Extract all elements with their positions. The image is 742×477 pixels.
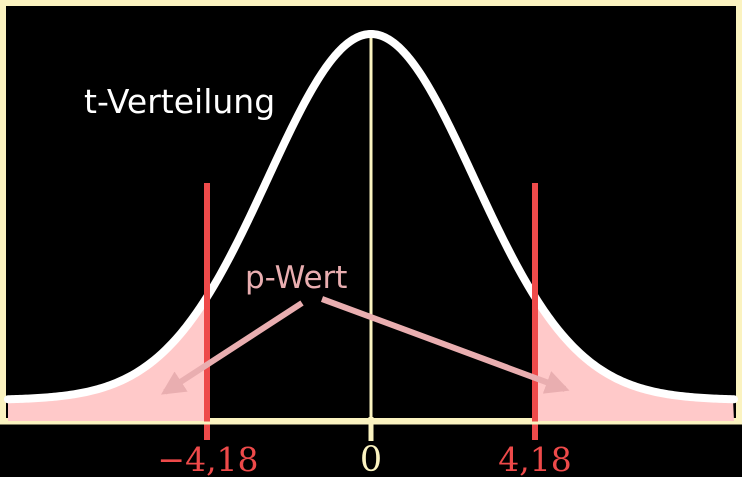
right-tail-area	[535, 296, 734, 421]
left-tail-area	[8, 298, 207, 421]
distribution-label: t-Verteilung	[84, 82, 275, 121]
p-value-label: p-Wert	[245, 260, 347, 296]
tick-label-left: −4,18	[157, 440, 258, 477]
t-distribution-curve	[4, 30, 738, 404]
arrow-to-right-tail	[320, 296, 570, 394]
tick-label-center: 0	[360, 440, 382, 477]
tick-label-right: 4,18	[498, 440, 571, 477]
arrow-to-left-tail	[160, 300, 304, 395]
